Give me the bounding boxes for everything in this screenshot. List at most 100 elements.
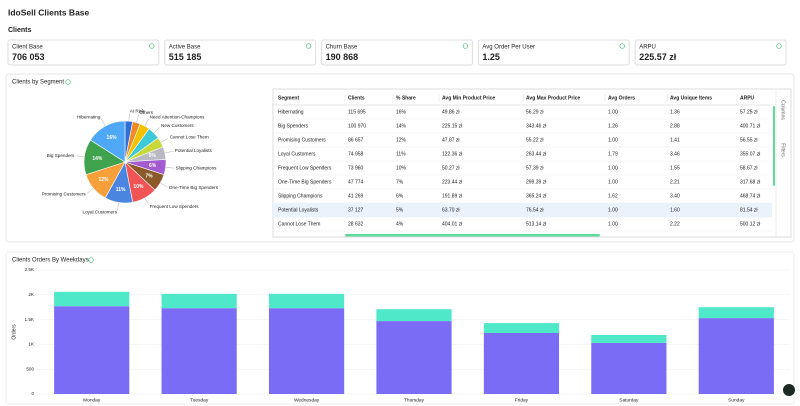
y-tick-label: 1K bbox=[28, 342, 35, 347]
y-tick-label: 500 bbox=[26, 366, 34, 371]
kpi-card bbox=[321, 39, 473, 66]
slice-name-label: Loyal Customers bbox=[83, 210, 118, 215]
y-tick-label: 1.5K bbox=[25, 317, 35, 322]
column-header: Avg Unique Items bbox=[670, 95, 712, 101]
table-cell: 11% bbox=[396, 151, 406, 157]
table-cell: 1.41 bbox=[670, 137, 680, 143]
slice-name-label: Frequent Low Spenders bbox=[150, 204, 200, 209]
slice-value-label: 7% bbox=[145, 174, 153, 180]
column-header: % Share bbox=[396, 95, 416, 101]
kpi-label: ARPU bbox=[639, 45, 656, 51]
slice-value-label: 6% bbox=[149, 163, 157, 169]
bar-segment bbox=[591, 334, 667, 343]
bar-segment bbox=[54, 306, 130, 394]
table-cell: 400.71 zł bbox=[740, 123, 761, 129]
table-cell: 50.27 zł bbox=[442, 165, 460, 171]
bar-segment bbox=[161, 308, 237, 394]
slice-value-label: 10% bbox=[133, 184, 144, 190]
table-cell: 47.87 zł bbox=[442, 137, 460, 143]
table-cell: 1.79 bbox=[608, 151, 618, 157]
table-cell: 2.22 bbox=[670, 221, 680, 227]
table-cell: 73 960 bbox=[348, 165, 364, 171]
table-cell: 16% bbox=[396, 109, 407, 115]
table-cell: 223.44 zł bbox=[442, 179, 463, 185]
kpi-card bbox=[477, 39, 630, 66]
leader-line bbox=[101, 118, 106, 127]
slice-value-label: 16% bbox=[107, 135, 118, 141]
leader-line bbox=[117, 202, 119, 211]
table-cell: 58.67 zł bbox=[740, 165, 758, 171]
scrollbar bbox=[345, 234, 600, 237]
kpi-value: 225.57 zł bbox=[639, 52, 677, 62]
kpi-card bbox=[7, 39, 160, 66]
x-tick-label: Sunday bbox=[728, 397, 745, 403]
table-cell: 404.01 zł bbox=[442, 221, 463, 227]
table-cell: Hibernating bbox=[278, 109, 304, 115]
y-tick-label: 0 bbox=[31, 391, 34, 396]
table-cell: 1.00 bbox=[608, 179, 618, 185]
bar-segment bbox=[376, 321, 452, 394]
info-icon bbox=[149, 43, 155, 49]
bar-segment bbox=[591, 342, 667, 394]
slice-name-label: Hibernating bbox=[77, 115, 101, 120]
help-button[interactable] bbox=[783, 384, 795, 396]
table-cell: 1.00 bbox=[608, 109, 618, 115]
slice-value-label: 12% bbox=[99, 177, 110, 183]
slice-name-label: Others bbox=[139, 110, 153, 115]
slice-value-label: 11% bbox=[116, 187, 126, 193]
chart-title: Clients by Segment bbox=[12, 80, 64, 86]
leader-line bbox=[128, 113, 130, 122]
leader-line bbox=[76, 155, 85, 158]
slice-name-label: Potential Loyalists bbox=[175, 148, 213, 153]
y-tick-label: 2K bbox=[28, 292, 35, 297]
table-cell: 1.00 bbox=[608, 207, 618, 213]
bar-segment bbox=[698, 307, 774, 319]
kpi-label: Avg Order Per User bbox=[482, 45, 535, 51]
bar-segment bbox=[54, 291, 130, 307]
table-cell: 1.55 bbox=[670, 165, 680, 171]
table-cell: 81.54 zł bbox=[740, 207, 758, 213]
bar-segment bbox=[483, 332, 560, 394]
x-tick-label: Monday bbox=[83, 397, 101, 403]
leader-line bbox=[164, 151, 173, 154]
table-cell: 343.46 zł bbox=[526, 123, 547, 129]
table-cell: 1.26 bbox=[608, 123, 618, 129]
leader-line bbox=[160, 138, 169, 143]
leader-line bbox=[165, 166, 174, 169]
table-cell: 4% bbox=[396, 221, 404, 227]
leader-line bbox=[144, 197, 149, 206]
table-cell: 55.22 zł bbox=[526, 137, 544, 143]
slice-value-label: 5% bbox=[149, 153, 157, 159]
table-cell: 299.39 zł bbox=[526, 179, 547, 185]
slice-name-label: Promising Customers bbox=[42, 192, 87, 197]
column-header: Avg Min Product Price bbox=[442, 95, 495, 101]
kpi-value: 706 053 bbox=[12, 52, 45, 62]
table-cell: 57.39 zł bbox=[526, 165, 544, 171]
slice-name-label: Big Spenders bbox=[47, 153, 75, 158]
table-cell: 1.00 bbox=[608, 221, 618, 227]
side-tab[interactable]: Filters bbox=[780, 143, 786, 157]
table-cell: 56.29 zł bbox=[526, 109, 544, 115]
slice-name-label: Need Attention-Champions bbox=[150, 115, 206, 120]
table-cell: 263.44 zł bbox=[526, 151, 547, 157]
leader-line bbox=[153, 127, 160, 134]
table-cell: 1.00 bbox=[608, 165, 618, 171]
kpi-label: Active Base bbox=[169, 45, 201, 51]
x-tick-label: Friday bbox=[515, 397, 529, 403]
chart-title: Clients Orders By Weekdays bbox=[12, 258, 89, 264]
y-tick-label: 2.5K bbox=[25, 267, 35, 272]
table-cell: One-Time Big Spenders bbox=[278, 179, 332, 185]
leader-line bbox=[136, 114, 139, 123]
bar-segment bbox=[698, 318, 774, 394]
info-icon bbox=[619, 43, 625, 49]
table-cell: 3.40 bbox=[670, 193, 680, 199]
page-title: IdoSell Clients Base bbox=[8, 7, 90, 17]
kpi-value: 515 185 bbox=[169, 52, 202, 62]
x-tick-label: Tuesday bbox=[190, 397, 209, 403]
table-cell: 317.68 zł bbox=[740, 179, 761, 185]
side-tab[interactable]: Columns bbox=[780, 100, 786, 120]
table-cell: 37 127 bbox=[348, 207, 364, 213]
x-tick-label: Thursday bbox=[404, 397, 425, 403]
table-cell: Loyal Customers bbox=[278, 151, 316, 157]
table-cell: 74 958 bbox=[348, 151, 364, 157]
